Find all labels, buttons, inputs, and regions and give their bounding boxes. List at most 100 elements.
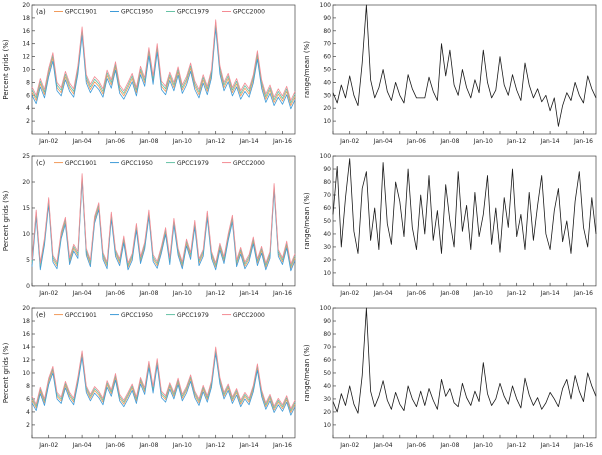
series-line-GPCC2000 xyxy=(31,346,296,410)
y-tick-label: 18 xyxy=(22,15,30,22)
x-tick-label: Jan-06 xyxy=(406,290,426,297)
y-tick-label: 12 xyxy=(22,54,30,61)
series-line-GPCC2000 xyxy=(31,173,296,265)
series-line-range/mean xyxy=(332,307,597,414)
x-tick-label: Jan-02 xyxy=(339,442,359,449)
y-axis-label: Percent grids (%) xyxy=(1,190,10,251)
x-tick-label: Jan-08 xyxy=(138,290,158,297)
x-tick-label: Jan-02 xyxy=(339,290,359,297)
x-tick-label: Jan-02 xyxy=(339,138,359,145)
legend-label-GPCC1979: GPCC1979 xyxy=(177,312,209,319)
legend-label-GPCC2000: GPCC2000 xyxy=(233,9,265,16)
y-tick-label: 6 xyxy=(26,396,30,403)
chart-svg-e: 2 4 6 8 10 12 14 16 18 20 Jan-02 Jan-04 Jan-06 Jan-08… xyxy=(1,305,296,449)
y-tick-label: 10 xyxy=(323,422,331,429)
chart-panel-d: 10 20 30 40 50 60 70 80 90 100 Jan-02 Jan-04 Jan-06 J… xyxy=(301,151,602,303)
y-tick-label: 12 xyxy=(22,357,30,364)
x-tick-label: Jan-04 xyxy=(373,138,393,145)
y-tick-label: 10 xyxy=(22,231,30,238)
y-tick-label: 20 xyxy=(22,305,30,312)
x-tick-label: Jan-10 xyxy=(473,442,493,449)
y-tick-label: 30 xyxy=(323,244,331,251)
y-axis-label: range/mean (%) xyxy=(302,344,311,401)
y-tick-label: 50 xyxy=(323,370,331,377)
y-tick-label: 50 xyxy=(323,67,331,74)
x-tick-label: Jan-08 xyxy=(439,290,459,297)
series-line-GPCC1950 xyxy=(31,180,296,272)
legend-label-GPCC1950: GPCC1950 xyxy=(121,160,153,167)
y-tick-label: 80 xyxy=(323,331,331,338)
x-tick-label: Jan-02 xyxy=(38,442,58,449)
y-tick-label: 10 xyxy=(323,118,331,125)
y-tick-label: 20 xyxy=(323,105,331,112)
y-tick-label: 2 xyxy=(26,422,30,429)
x-tick-label: Jan-10 xyxy=(473,138,493,145)
y-tick-label: 70 xyxy=(323,41,331,48)
chart-panel-e: 2 4 6 8 10 12 14 16 18 20 Jan-02 Jan-04 Jan-06 Jan-08… xyxy=(0,303,301,455)
y-tick-label: 14 xyxy=(22,41,30,48)
x-tick-label: Jan-04 xyxy=(72,290,92,297)
y-tick-label: 40 xyxy=(323,79,331,86)
series-line-range/mean xyxy=(332,4,597,127)
legend-label-GPCC1901: GPCC1901 xyxy=(65,160,97,167)
x-tick-label: Jan-12 xyxy=(506,138,526,145)
y-tick-label: 10 xyxy=(22,370,30,377)
x-tick-label: Jan-02 xyxy=(38,290,58,297)
y-tick-label: 0 xyxy=(26,283,30,290)
y-tick-label: 4 xyxy=(26,105,30,112)
y-tick-label: 100 xyxy=(320,305,332,312)
x-tick-label: Jan-16 xyxy=(272,290,292,297)
x-tick-label: Jan-06 xyxy=(105,138,125,145)
x-tick-label: Jan-16 xyxy=(573,442,593,449)
y-tick-label: 100 xyxy=(320,2,332,9)
legend-label-GPCC1950: GPCC1950 xyxy=(121,9,153,16)
y-tick-label: 10 xyxy=(22,67,30,74)
x-tick-label: Jan-12 xyxy=(506,290,526,297)
y-axis-label: range/mean (%) xyxy=(302,192,311,249)
y-tick-label: 20 xyxy=(323,257,331,264)
x-tick-label: Jan-04 xyxy=(72,442,92,449)
y-tick-label: 4 xyxy=(26,409,30,416)
chart-svg-f: 10 20 30 40 50 60 70 80 90 100 Jan-02 Jan-04 Jan-06 J… xyxy=(302,305,597,449)
y-axis-label: range/mean (%) xyxy=(303,41,311,98)
chart-panel-c: 0 5 10 15 20 25 Jan-02 Jan-04 Jan-06 Jan-08 Jan-10… xyxy=(0,151,301,303)
y-tick-label: 30 xyxy=(323,92,331,99)
y-tick-label: 90 xyxy=(323,166,331,173)
y-tick-label: 14 xyxy=(22,344,30,351)
legend-label-GPCC1901: GPCC1901 xyxy=(65,9,97,16)
x-tick-label: Jan-08 xyxy=(138,442,158,449)
series-line-range/mean xyxy=(332,158,597,254)
series-line-GPCC1950 xyxy=(31,353,296,416)
y-tick-label: 8 xyxy=(26,383,30,390)
series-line-GPCC1950 xyxy=(31,27,296,110)
x-tick-label: Jan-14 xyxy=(540,290,560,297)
legend-label-GPCC1979: GPCC1979 xyxy=(177,160,209,167)
y-tick-label: 30 xyxy=(323,396,331,403)
x-tick-label: Jan-16 xyxy=(573,290,593,297)
x-tick-label: Jan-04 xyxy=(72,138,92,145)
y-tick-label: 6 xyxy=(26,92,30,99)
x-tick-label: Jan-14 xyxy=(540,138,560,145)
chart-panel-b: 10 20 30 40 50 60 70 80 90 100 Jan-02 Jan-04 Jan-06 J… xyxy=(301,0,602,151)
chart-panel-f: 10 20 30 40 50 60 70 80 90 100 Jan-02 Jan-04 Jan-06 J… xyxy=(301,303,602,455)
x-tick-label: Jan-10 xyxy=(172,290,192,297)
x-tick-label: Jan-16 xyxy=(573,138,593,145)
x-tick-label: Jan-04 xyxy=(373,290,393,297)
y-tick-label: 100 xyxy=(320,153,332,160)
panel-label: (c) xyxy=(36,158,46,167)
y-tick-label: 40 xyxy=(323,383,331,390)
x-tick-label: Jan-12 xyxy=(506,442,526,449)
plot-box xyxy=(332,307,597,439)
chart-svg-a: 2 4 6 8 10 12 14 16 18 20 Jan-02 Jan-04 Jan-06 Jan-08… xyxy=(2,2,296,145)
y-tick-label: 60 xyxy=(323,357,331,364)
x-tick-label: Jan-12 xyxy=(205,290,225,297)
x-tick-label: Jan-08 xyxy=(439,442,459,449)
y-tick-label: 90 xyxy=(323,318,331,325)
plot-box xyxy=(31,155,296,287)
y-axis-label: Percent grids (%) xyxy=(1,342,10,403)
x-tick-label: Jan-06 xyxy=(105,290,125,297)
x-tick-label: Jan-14 xyxy=(239,290,259,297)
y-tick-label: 18 xyxy=(22,318,30,325)
y-tick-label: 80 xyxy=(323,179,331,186)
x-tick-label: Jan-16 xyxy=(272,442,292,449)
